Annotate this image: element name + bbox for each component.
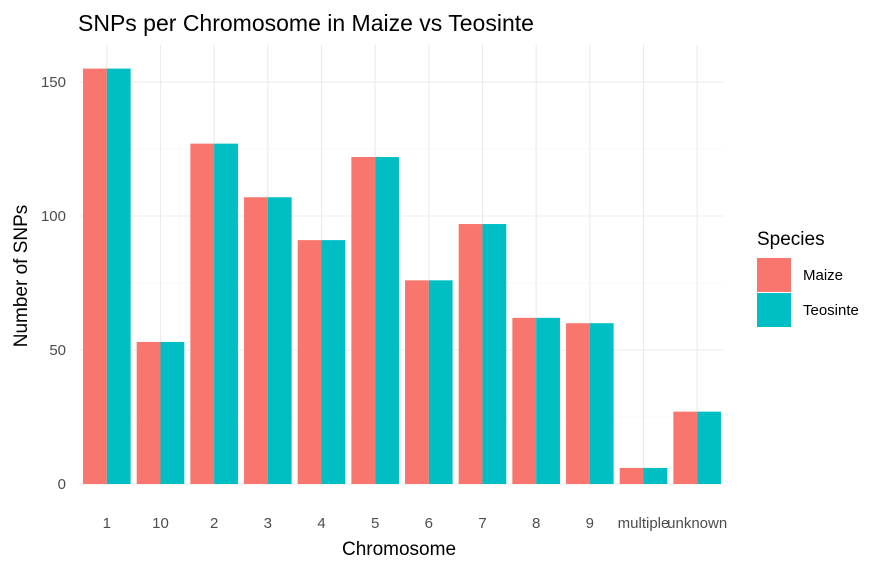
legend-key-teosinte <box>757 293 791 327</box>
bar-teosinte-9 <box>589 323 614 484</box>
bar-teosinte-unknown <box>697 411 721 484</box>
bar-maize-3 <box>244 197 268 485</box>
y-tick-label: 0 <box>58 476 66 493</box>
bar-maize-8 <box>512 317 537 484</box>
x-tick-label: 2 <box>210 515 218 532</box>
x-tick-label: 4 <box>317 515 325 532</box>
legend-key-maize <box>757 258 791 292</box>
bar-teosinte-4 <box>321 240 346 484</box>
x-tick-label: 5 <box>371 515 379 532</box>
bar-maize-9 <box>566 323 590 484</box>
legend-label-teosinte: Teosinte <box>803 302 859 319</box>
bar-teosinte-8 <box>536 317 560 484</box>
legend-title: Species <box>757 229 825 250</box>
bar-teosinte-10 <box>160 341 185 484</box>
bar-maize-1 <box>83 68 107 484</box>
bar-maize-unknown <box>673 411 698 484</box>
bar-maize-4 <box>297 240 322 484</box>
bar-teosinte-3 <box>267 197 292 485</box>
x-tick-label: 6 <box>425 515 433 532</box>
bar-teosinte-multiple <box>643 467 668 484</box>
x-tick-label: 10 <box>152 515 169 532</box>
bar-maize-10 <box>136 341 161 484</box>
x-tick-label: 8 <box>532 515 540 532</box>
x-tick-label: 7 <box>478 515 486 532</box>
x-tick-label: multiple <box>618 515 670 532</box>
chart-title: SNPs per Chromosome in Maize vs Teosinte <box>78 10 534 36</box>
y-axis-ticks: 0 50 100 150 <box>41 74 66 493</box>
bar-teosinte-5 <box>375 157 399 485</box>
x-axis-title: Chromosome <box>342 539 456 560</box>
bar-teosinte-1 <box>106 68 131 484</box>
bar-teosinte-7 <box>482 224 507 485</box>
bar-maize-2 <box>190 143 215 484</box>
bar-teosinte-6 <box>428 280 453 484</box>
bar-maize-7 <box>458 224 483 485</box>
y-axis-title: Number of SNPs <box>11 205 32 348</box>
bar-teosinte-2 <box>214 143 238 484</box>
bar-maize-6 <box>405 280 429 484</box>
x-tick-label: 1 <box>103 515 111 532</box>
x-tick-label: unknown <box>667 515 727 532</box>
legend: Species Maize Teosinte <box>757 229 859 327</box>
x-tick-label: 3 <box>264 515 272 532</box>
bar-maize-multiple <box>619 467 644 484</box>
y-tick-label: 50 <box>49 342 66 359</box>
y-tick-label: 150 <box>41 74 66 91</box>
y-tick-label: 100 <box>41 208 66 225</box>
bar-maize-5 <box>351 157 376 485</box>
x-tick-label: 9 <box>586 515 594 532</box>
legend-label-maize: Maize <box>803 267 843 284</box>
bars <box>83 68 721 485</box>
